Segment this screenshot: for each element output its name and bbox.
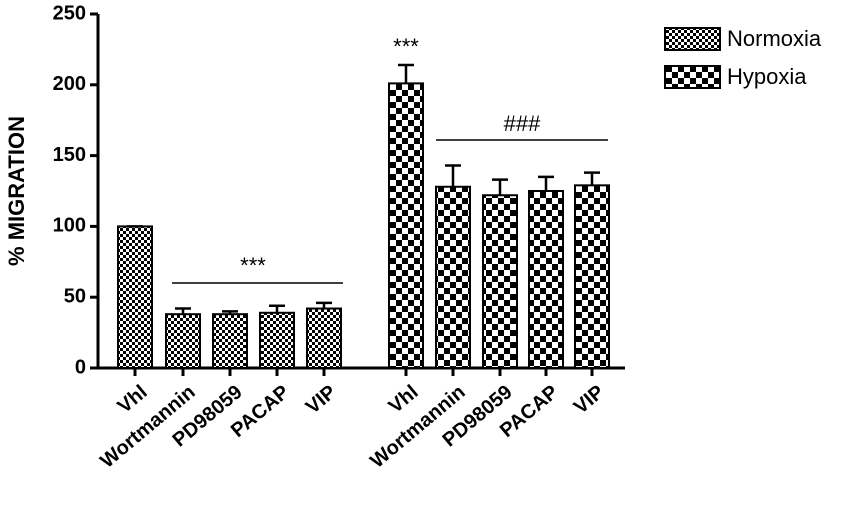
y-tick-label: 250: [53, 2, 86, 24]
legend-label: Normoxia: [727, 26, 822, 51]
x-tick-label: VIP: [302, 381, 341, 419]
bar: [212, 313, 248, 369]
error-bar: [492, 178, 508, 196]
error-bar: [445, 164, 461, 187]
bar: [574, 184, 610, 369]
bar: [165, 313, 201, 369]
legend-swatch: [664, 65, 721, 89]
bar: [528, 190, 564, 369]
x-tick-label: Vhl: [114, 381, 152, 418]
y-tick-label: 100: [53, 215, 86, 237]
y-tick-label: 150: [53, 144, 86, 166]
bar: [306, 307, 342, 370]
y-axis-label: % MIGRATION: [4, 116, 29, 266]
bar: [259, 311, 295, 369]
bar: [482, 194, 518, 369]
y-tick-label: 0: [75, 356, 86, 378]
x-tick-label: VIP: [570, 381, 609, 419]
bar: [117, 225, 153, 369]
y-tick-label: 200: [53, 73, 86, 95]
y-tick-label: 50: [64, 285, 86, 307]
annotation: ***: [393, 34, 419, 59]
annotation: ***: [240, 253, 266, 278]
error-bar: [316, 301, 332, 309]
error-bar: [269, 304, 285, 313]
bar: [435, 185, 471, 369]
annotation: ###: [504, 111, 541, 136]
error-bar: [222, 310, 238, 315]
error-bar: [538, 175, 554, 191]
legend-label: Hypoxia: [727, 64, 807, 89]
error-bar: [175, 307, 191, 315]
error-bar: [398, 63, 414, 84]
legend-swatch: [664, 27, 721, 51]
bar: [388, 82, 424, 369]
error-bar: [584, 171, 600, 186]
